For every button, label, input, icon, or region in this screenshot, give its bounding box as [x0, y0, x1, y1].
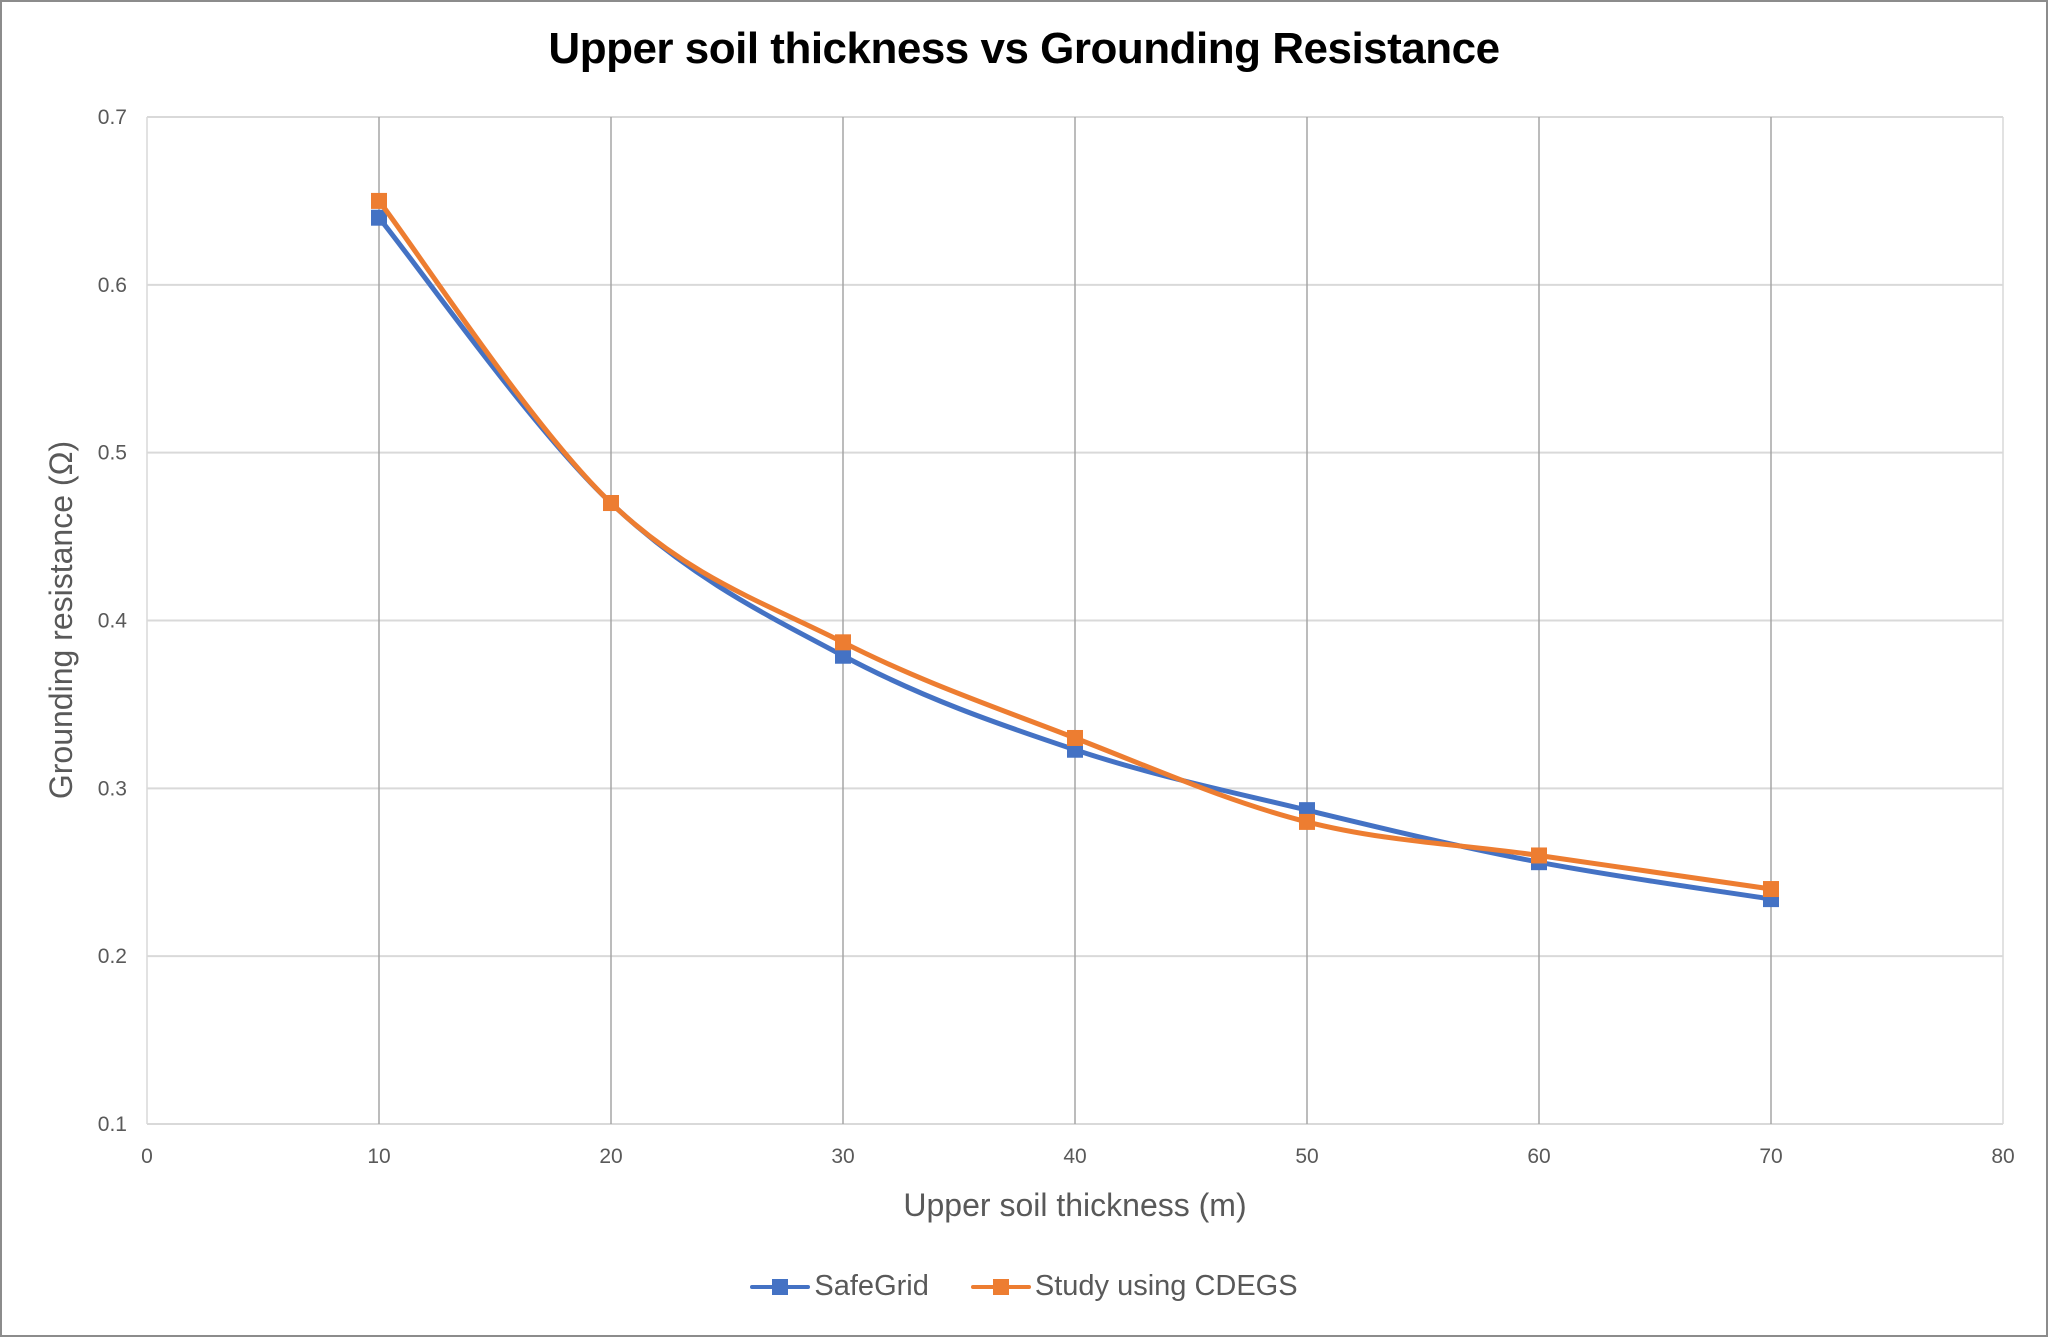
x-tick-label: 50 [1295, 1145, 1318, 1168]
data-point-marker[interactable] [1531, 847, 1547, 864]
y-tick-label: 0.7 [98, 106, 127, 129]
legend-label: SafeGrid [814, 1270, 929, 1302]
data-point-marker[interactable] [371, 209, 387, 226]
y-tick-label: 0.5 [98, 442, 127, 465]
gridlines [146, 116, 2004, 1125]
data-point-marker[interactable] [1067, 729, 1083, 746]
data-point-marker[interactable] [1299, 813, 1315, 830]
x-tick-label: 20 [599, 1145, 622, 1168]
legend-item-safegrid[interactable]: SafeGrid [750, 1270, 929, 1303]
x-tick-label: 10 [367, 1145, 390, 1168]
chart-title: Upper soil thickness vs Grounding Resist… [548, 24, 1500, 73]
x-axis-label: Upper soil thickness (m) [903, 1187, 1246, 1223]
x-tick-label: 60 [1527, 1145, 1550, 1168]
x-tick-label: 0 [141, 1145, 153, 1168]
axis-ticks: 0.1 0.2 0.3 0.4 0.5 0.6 0.7 0 10 20 30 40 50 60 70 80 [98, 106, 2015, 1168]
legend-marker-icon [970, 1275, 1031, 1299]
legend-label: Study using CDEGS [1034, 1270, 1298, 1302]
y-tick-label: 0.6 [98, 274, 127, 297]
legend: SafeGrid Study using CDEGS [0, 1270, 2048, 1303]
x-tick-label: 30 [831, 1145, 854, 1168]
y-tick-label: 0.4 [98, 610, 128, 633]
x-tick-label: 40 [1063, 1145, 1086, 1168]
legend-marker-icon [750, 1275, 811, 1299]
y-tick-label: 0.1 [98, 1113, 127, 1136]
series-cdegs [371, 192, 1779, 898]
data-point-marker[interactable] [835, 634, 851, 651]
data-point-marker[interactable] [371, 192, 387, 209]
data-point-marker[interactable] [603, 495, 619, 512]
series-lines [371, 192, 1779, 908]
legend-item-cdegs[interactable]: Study using CDEGS [970, 1270, 1298, 1303]
y-tick-label: 0.2 [98, 945, 127, 968]
x-tick-label: 70 [1759, 1145, 1782, 1168]
data-point-marker[interactable] [835, 647, 851, 664]
data-point-marker[interactable] [1763, 881, 1779, 898]
x-tick-label: 80 [1991, 1145, 2014, 1168]
y-axis-label: Grounding resistance (Ω) [43, 441, 79, 799]
y-tick-label: 0.3 [98, 777, 127, 800]
